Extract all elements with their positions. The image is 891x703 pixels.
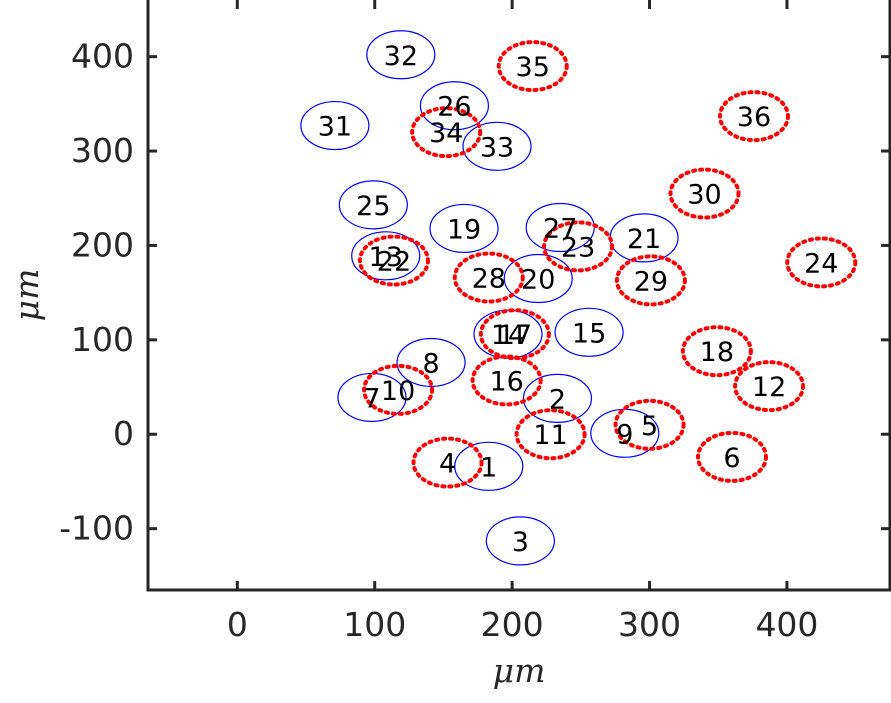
x-tick-label: 400: [755, 605, 818, 644]
cell-label-25: 25: [356, 191, 390, 222]
blue-cell-ellipse-8: [396, 337, 466, 388]
red-cell-ellipse-12: [733, 360, 806, 413]
plot-frame: [146, 0, 891, 592]
blue-cell-ellipse-32: [366, 30, 436, 80]
cell-label-16: 16: [489, 366, 523, 397]
cell-label-31: 31: [318, 112, 352, 143]
red-cell-ellipse-30: [668, 167, 741, 220]
red-cell-ellipse-5: [613, 398, 686, 451]
cell-label-2: 2: [549, 384, 566, 415]
cell-label-23: 23: [561, 232, 595, 263]
x-tick-label: 0: [227, 605, 248, 644]
red-cell-ellipse-29: [614, 254, 687, 307]
x-axis-label: μm: [493, 651, 546, 690]
red-cell-ellipse-35: [496, 40, 569, 93]
blue-cell-ellipse-13: [351, 231, 421, 281]
x-tick-label: 200: [481, 605, 544, 644]
cell-label-3: 3: [512, 527, 529, 558]
cell-label-7: 7: [363, 383, 380, 414]
cell-label-21: 21: [627, 224, 661, 255]
cell-label-14: 14: [491, 320, 525, 351]
y-tick-label: 200: [71, 225, 134, 264]
blue-cell-ellipse-3: [485, 516, 555, 566]
cell-label-26: 26: [437, 92, 471, 123]
cell-label-28: 28: [472, 264, 506, 295]
red-cell-ellipse-10: [362, 363, 435, 416]
cell-label-5: 5: [641, 411, 658, 442]
red-cell-ellipse-4: [411, 436, 484, 489]
blue-cell-ellipse-2: [522, 373, 593, 423]
cell-label-35: 35: [516, 52, 550, 83]
cell-label-4: 4: [439, 449, 456, 480]
red-cell-ellipse-34: [410, 106, 483, 159]
blue-cell-ellipse-26: [419, 81, 490, 131]
cell-label-10: 10: [381, 376, 415, 407]
red-cell-ellipse-22: [357, 234, 430, 287]
cell-label-15: 15: [572, 318, 606, 349]
red-cell-ellipse-36: [717, 90, 790, 143]
cell-label-36: 36: [737, 102, 771, 133]
blue-cell-ellipse-1: [454, 441, 524, 491]
cell-label-29: 29: [634, 266, 668, 297]
cell-label-1: 1: [480, 452, 497, 483]
x-tick-label: 300: [618, 605, 681, 644]
cell-label-33: 33: [480, 132, 514, 163]
blue-cell-ellipse-20: [503, 253, 573, 304]
y-tick-label: -100: [59, 509, 134, 548]
red-cell-ellipse-18: [680, 325, 753, 378]
cell-label-34: 34: [429, 118, 463, 149]
blue-cell-ellipse-15: [554, 307, 624, 357]
cell-label-22: 22: [377, 247, 411, 278]
cell-label-27: 27: [543, 214, 577, 245]
blue-cell-ellipse-19: [429, 203, 499, 254]
y-tick-label: 100: [71, 320, 134, 359]
cell-label-11: 11: [533, 420, 567, 451]
red-cell-ellipse-23: [542, 220, 615, 273]
red-cell-ellipse-11: [514, 408, 587, 461]
cell-label-17: 17: [498, 320, 532, 351]
blue-cell-ellipse-31: [300, 100, 370, 151]
cell-label-12: 12: [752, 372, 786, 403]
axis-ticks: 0 100 200 300 400 -100 0 100 200 300 400: [59, 0, 890, 644]
red-cell-ellipse-17: [478, 308, 551, 361]
cell-ellipses: [300, 30, 858, 566]
y-tick-label: 0: [113, 414, 134, 453]
blue-cell-ellipse-25: [338, 180, 408, 230]
red-cell-ellipse-16: [470, 354, 543, 407]
y-axis-label: μm: [7, 269, 46, 322]
blue-cell-ellipse-27: [525, 202, 595, 253]
blue-cell-ellipse-33: [462, 121, 532, 171]
red-cell-ellipse-28: [452, 251, 525, 304]
cell-label-20: 20: [521, 264, 555, 295]
y-tick-label: 400: [71, 37, 134, 76]
cell-label-18: 18: [700, 337, 734, 368]
cell-label-30: 30: [687, 180, 721, 211]
blue-cell-ellipse-7: [337, 372, 407, 423]
cell-label-6: 6: [723, 443, 740, 474]
cell-label-8: 8: [422, 348, 439, 379]
cell-label-9: 9: [616, 419, 633, 450]
cell-label-32: 32: [384, 41, 418, 72]
y-tick-label: 300: [71, 131, 134, 170]
red-cell-ellipse-24: [785, 236, 858, 289]
x-tick-label: 100: [343, 605, 406, 644]
cell-label-13: 13: [369, 242, 403, 273]
cell-label-24: 24: [804, 248, 838, 279]
cell-label-19: 19: [447, 214, 481, 245]
red-cell-ellipse-6: [695, 430, 768, 483]
